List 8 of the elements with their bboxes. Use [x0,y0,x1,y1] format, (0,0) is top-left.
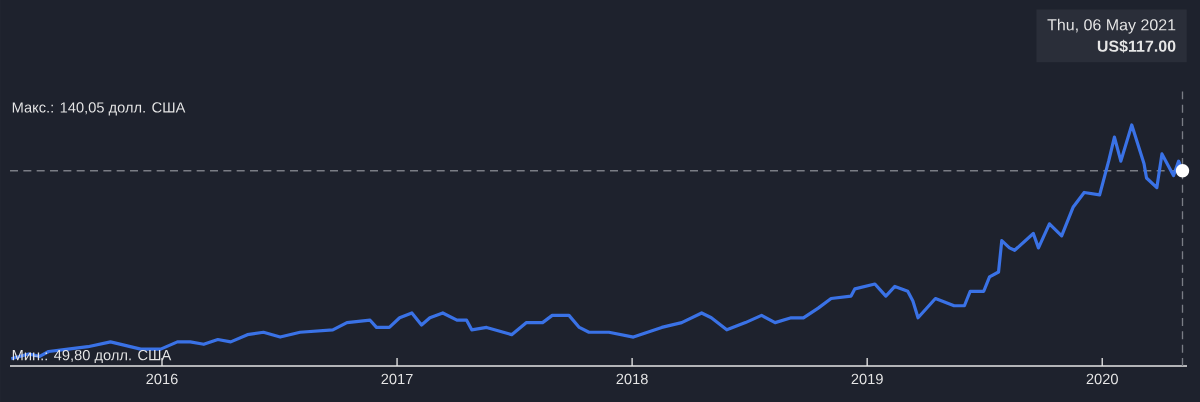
x-tick-label: 2017 [381,373,413,385]
x-tick-label: 2016 [146,373,178,385]
x-tick-label: 2020 [1086,373,1118,385]
text: Thu, 06 May 2021 [1047,18,1176,34]
x-tick-label: 2018 [616,373,648,385]
text: Макс.: 140,05 долл. США [12,102,186,116]
text: US$117.00 [1097,39,1176,53]
x-tick-label: 2019 [851,373,883,385]
